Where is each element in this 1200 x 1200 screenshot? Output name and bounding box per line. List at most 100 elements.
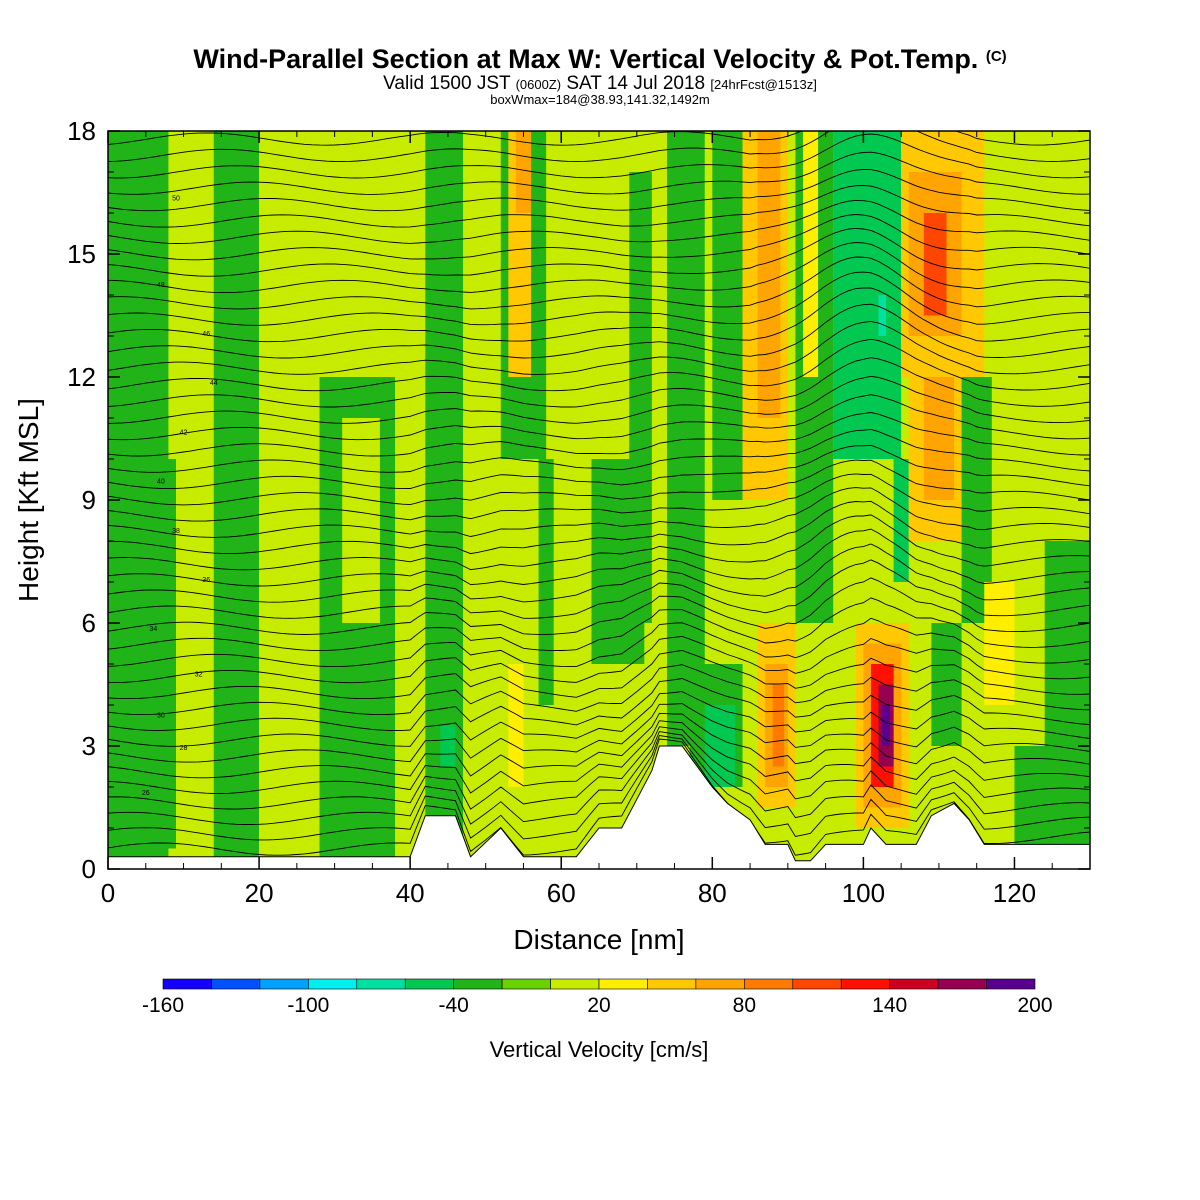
colorbar-swatch xyxy=(744,978,794,990)
contour-label: 34 xyxy=(149,626,157,633)
y-tick-label: 12 xyxy=(67,362,96,392)
y-tick-label: 0 xyxy=(82,854,96,884)
isentrope-line xyxy=(108,227,1090,277)
isentrope-line xyxy=(108,559,1090,619)
colorbar: -160 -100 -40 20 80 140 200 xyxy=(142,978,1053,1017)
isentrope-line xyxy=(108,514,1090,571)
contour-label: 32 xyxy=(195,671,203,678)
contour-label: 42 xyxy=(180,429,188,436)
isentrope-line xyxy=(108,720,1090,794)
colorbar-tick-label: 80 xyxy=(733,994,756,1017)
isentrope-line xyxy=(108,131,1090,146)
velocity-cell xyxy=(931,623,962,746)
colorbar-tick-label: -160 xyxy=(142,994,184,1017)
isentrope-line xyxy=(108,271,1090,326)
isentrope-line xyxy=(108,303,1090,359)
vertical-velocity-field xyxy=(108,131,1090,869)
isentrope-line xyxy=(108,635,1090,684)
y-tick-label: 15 xyxy=(67,239,96,269)
isentrope-line xyxy=(108,320,1090,375)
isentrope-line xyxy=(108,712,1090,779)
velocity-cell xyxy=(508,664,524,787)
isentrope-line xyxy=(108,500,1090,555)
chart-title: Wind-Parallel Section at Max W: Vertical… xyxy=(0,44,1200,75)
x-tick-label: 20 xyxy=(245,878,274,908)
isentrope-line xyxy=(108,133,1090,179)
x-tick-label: 60 xyxy=(547,878,576,908)
x-tick-label: 0 xyxy=(101,878,115,908)
isentrope-line xyxy=(108,487,1090,538)
isentrope-line xyxy=(108,738,1090,856)
colorbar-tick-label: 140 xyxy=(872,994,907,1017)
isentrope-line xyxy=(108,375,1090,424)
velocity-cell xyxy=(515,131,532,213)
velocity-cell xyxy=(342,418,380,623)
x-tick-label: 80 xyxy=(698,878,727,908)
colorbar-tick-label: 200 xyxy=(1017,994,1052,1017)
boxwmax-line: boxWmax=184@38.93,141.32,1492m xyxy=(490,92,710,107)
terrain-shape xyxy=(108,745,1090,869)
x-tick-label: 100 xyxy=(842,878,885,908)
velocity-cell xyxy=(629,172,652,623)
isentrope-line xyxy=(108,734,1090,841)
isentrope-line xyxy=(108,287,1090,343)
y-tick-label: 18 xyxy=(67,116,96,146)
contour-label: 50 xyxy=(172,196,180,203)
isentrope-line xyxy=(108,444,1090,490)
velocity-cell xyxy=(440,725,456,767)
colorbar-swatch xyxy=(501,978,551,990)
colorbar-swatch xyxy=(211,978,261,990)
velocity-cell xyxy=(1044,541,1090,746)
colorbar-swatch xyxy=(889,978,939,990)
colorbar-swatch xyxy=(259,978,309,990)
isentrope-line xyxy=(108,528,1090,587)
isentrope-line xyxy=(108,678,1090,731)
x-tick-label: 120 xyxy=(993,878,1036,908)
isentrope-line xyxy=(108,256,1090,310)
contour-label: 38 xyxy=(172,528,180,535)
isentrope-line xyxy=(108,338,1090,392)
colorbar-swatch xyxy=(986,978,1036,990)
colorbar-swatch xyxy=(550,978,600,990)
valid-time-date: SAT 14 Jul 2018 xyxy=(566,73,706,94)
velocity-cell xyxy=(882,705,890,746)
valid-time-utc: (0600Z) xyxy=(515,77,562,92)
isentrope-line xyxy=(108,459,1090,506)
x-axis-label: Distance [nm] xyxy=(513,924,684,955)
colorbar-swatch xyxy=(356,978,406,990)
colorbar-swatch xyxy=(162,978,212,990)
isentrope-line xyxy=(108,664,1090,716)
contour-label: 26 xyxy=(142,790,150,797)
chart-title-main: Wind-Parallel Section at Max W: Vertical… xyxy=(193,44,979,74)
colorbar-tick-label: -100 xyxy=(287,994,329,1017)
contour-label: 46 xyxy=(202,331,210,338)
contour-label: 44 xyxy=(210,380,218,387)
colorbar-swatch xyxy=(308,978,358,990)
isentrope-line xyxy=(108,131,1090,163)
contour-label: 36 xyxy=(202,577,210,584)
contour-label: 48 xyxy=(157,282,165,289)
colorbar-swatch xyxy=(453,978,503,990)
colorbar-tick-label: -40 xyxy=(438,994,468,1017)
colorbar-swatch xyxy=(695,978,745,990)
isentrope-line xyxy=(108,199,1090,244)
colorbar-swatch xyxy=(647,978,697,990)
isentrope-line xyxy=(108,597,1090,652)
colorbar-swatch xyxy=(937,978,987,990)
velocity-cell xyxy=(802,131,819,377)
isentrope-line xyxy=(108,691,1090,747)
copyright-mark: (C) xyxy=(985,48,1007,65)
colorbar-tick-label: 20 xyxy=(587,994,610,1017)
colorbar-swatch xyxy=(404,978,454,990)
colorbar-label: Vertical Velocity [cm/s] xyxy=(490,1037,709,1062)
velocity-cell xyxy=(666,131,705,746)
contour-label: 30 xyxy=(157,712,165,719)
valid-time-prefix: Valid 1500 JST xyxy=(383,73,511,94)
colorbar-swatch xyxy=(792,978,842,990)
isentrope-line xyxy=(108,473,1090,522)
isentrope-line xyxy=(108,394,1090,441)
y-tick-label: 3 xyxy=(82,731,96,761)
x-tick-label: 40 xyxy=(396,878,425,908)
isentrope-line xyxy=(108,242,1090,294)
